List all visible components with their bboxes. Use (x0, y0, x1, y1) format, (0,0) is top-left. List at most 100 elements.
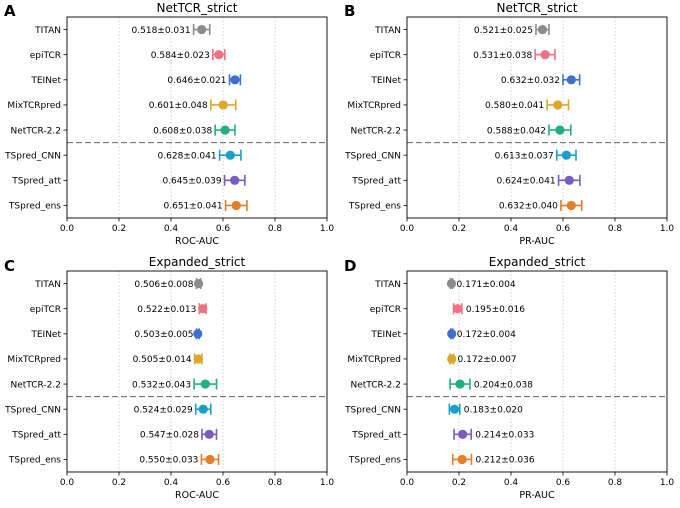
data-point (455, 379, 465, 389)
x-tick-label: 0.4 (164, 224, 179, 234)
y-tick-label: NetTCR-2.2 (10, 126, 61, 136)
y-tick-label: TEINet (370, 330, 401, 340)
x-tick-label: 0.4 (164, 478, 179, 488)
value-label: 0.204±0.038 (474, 380, 533, 390)
value-label: 0.521±0.025 (474, 26, 533, 36)
x-tick-label: 0.0 (400, 224, 415, 234)
data-point (566, 75, 576, 85)
y-tick-label: TSpred_att (11, 431, 61, 441)
y-tick-label: TSpred_CNN (4, 405, 61, 415)
data-point (447, 329, 457, 339)
data-point (198, 404, 208, 414)
data-point (205, 454, 215, 465)
data-point (453, 304, 463, 314)
value-label: 0.624±0.041 (497, 177, 556, 187)
y-tick-label: TSpred_att (351, 431, 401, 441)
panel-letter: C (4, 257, 15, 275)
value-label: 0.550±0.033 (139, 456, 198, 466)
data-point (193, 329, 203, 339)
value-label: 0.613±0.037 (495, 151, 554, 161)
value-label: 0.531±0.038 (473, 51, 532, 61)
y-tick-label: TSpred_ens (348, 456, 401, 466)
value-label: 0.212±0.036 (475, 456, 534, 466)
x-axis-label: ROC-AUC (175, 236, 219, 247)
value-label: 0.608±0.038 (153, 126, 212, 136)
data-point (214, 50, 224, 60)
x-tick-label: 1.0 (320, 478, 335, 488)
value-label: 0.171±0.004 (457, 280, 516, 290)
data-point (553, 100, 563, 110)
x-tick-label: 1.0 (660, 224, 675, 234)
value-label: 0.584±0.023 (151, 51, 210, 61)
y-tick-label: MixTCRpred (347, 355, 401, 365)
axes-frame (406, 270, 668, 473)
y-tick-label: epiTCR (370, 51, 401, 61)
value-label: 0.632±0.032 (501, 76, 560, 86)
value-label: 0.547±0.028 (140, 431, 199, 441)
y-tick-label: MixTCRpred (347, 101, 401, 111)
x-tick-label: 0.0 (400, 478, 415, 488)
value-label: 0.580±0.041 (485, 101, 544, 111)
value-label: 0.506±0.008 (134, 280, 193, 290)
y-tick-label: TSpred_CNN (4, 151, 61, 161)
data-point (447, 354, 457, 364)
panel-title: NetTCR_strict (497, 1, 578, 15)
x-tick-label: 1.0 (320, 224, 335, 234)
y-tick-label: TITAN (34, 26, 61, 36)
x-tick-label: 1.0 (660, 478, 675, 488)
chart-panel-a: A NetTCR_strict 0.0 0.2 0.4 0.6 0.8 1.0 ROC-AUC T… (4, 1, 334, 247)
x-tick-label: 0.0 (60, 224, 75, 234)
y-tick-label: NetTCR-2.2 (350, 380, 401, 390)
y-tick-label: TSpred_att (11, 177, 61, 187)
y-tick-label: TITAN (34, 280, 61, 290)
value-label: 0.588±0.042 (487, 126, 546, 136)
x-tick-label: 0.6 (556, 224, 571, 234)
y-tick-label: TSpred_att (351, 177, 401, 187)
y-tick-label: TSpred_ens (8, 202, 61, 212)
y-tick-label: MixTCRpred (7, 355, 61, 365)
x-tick-label: 0.0 (60, 478, 75, 488)
y-tick-label: TSpred_CNN (344, 151, 401, 161)
data-point (200, 379, 210, 389)
y-tick-label: epiTCR (30, 51, 61, 61)
value-label: 0.632±0.040 (499, 202, 558, 212)
x-tick-label: 0.2 (452, 478, 466, 488)
data-point (540, 50, 550, 60)
y-tick-label: TSpred_CNN (344, 405, 401, 415)
panel-title: Expanded_strict (489, 255, 586, 269)
data-point (204, 429, 214, 439)
y-tick-label: TSpred_ens (348, 202, 401, 212)
data-point (193, 278, 204, 289)
panel-letter: B (344, 2, 355, 20)
y-tick-label: NetTCR-2.2 (10, 380, 61, 390)
value-label: 0.172±0.004 (457, 330, 516, 340)
y-tick-label: epiTCR (30, 305, 61, 315)
data-point (457, 454, 467, 465)
x-axis-label: PR-AUC (519, 490, 555, 501)
y-tick-label: epiTCR (370, 305, 401, 315)
x-tick-label: 0.4 (504, 224, 519, 234)
data-point (230, 75, 240, 85)
axes-frame (406, 16, 668, 219)
data-point (193, 354, 203, 364)
y-tick-label: MixTCRpred (7, 101, 61, 111)
x-tick-label: 0.2 (112, 224, 126, 234)
panel-title: NetTCR_strict (157, 1, 238, 15)
chart-panel-b: B NetTCR_strict 0.0 0.2 0.4 0.6 0.8 1.0 PR-AUC TI… (344, 1, 674, 247)
value-label: 0.532±0.043 (132, 380, 191, 390)
value-label: 0.505±0.014 (133, 355, 192, 365)
value-label: 0.172±0.007 (458, 355, 517, 365)
data-point (564, 175, 574, 185)
value-label: 0.601±0.048 (149, 101, 208, 111)
y-tick-label: TEINet (30, 330, 61, 340)
value-label: 0.524±0.029 (134, 405, 193, 415)
data-point (230, 175, 240, 185)
y-tick-label: TITAN (374, 280, 401, 290)
chart-panel-c: C Expanded_strict 0.0 0.2 0.4 0.6 0.8 1.0 ROC-AU… (4, 255, 334, 501)
value-label: 0.518±0.031 (132, 26, 191, 36)
data-point (446, 278, 457, 289)
value-label: 0.651±0.041 (164, 202, 223, 212)
data-point (197, 24, 207, 35)
data-point (231, 200, 241, 211)
panel-title: Expanded_strict (149, 255, 246, 269)
